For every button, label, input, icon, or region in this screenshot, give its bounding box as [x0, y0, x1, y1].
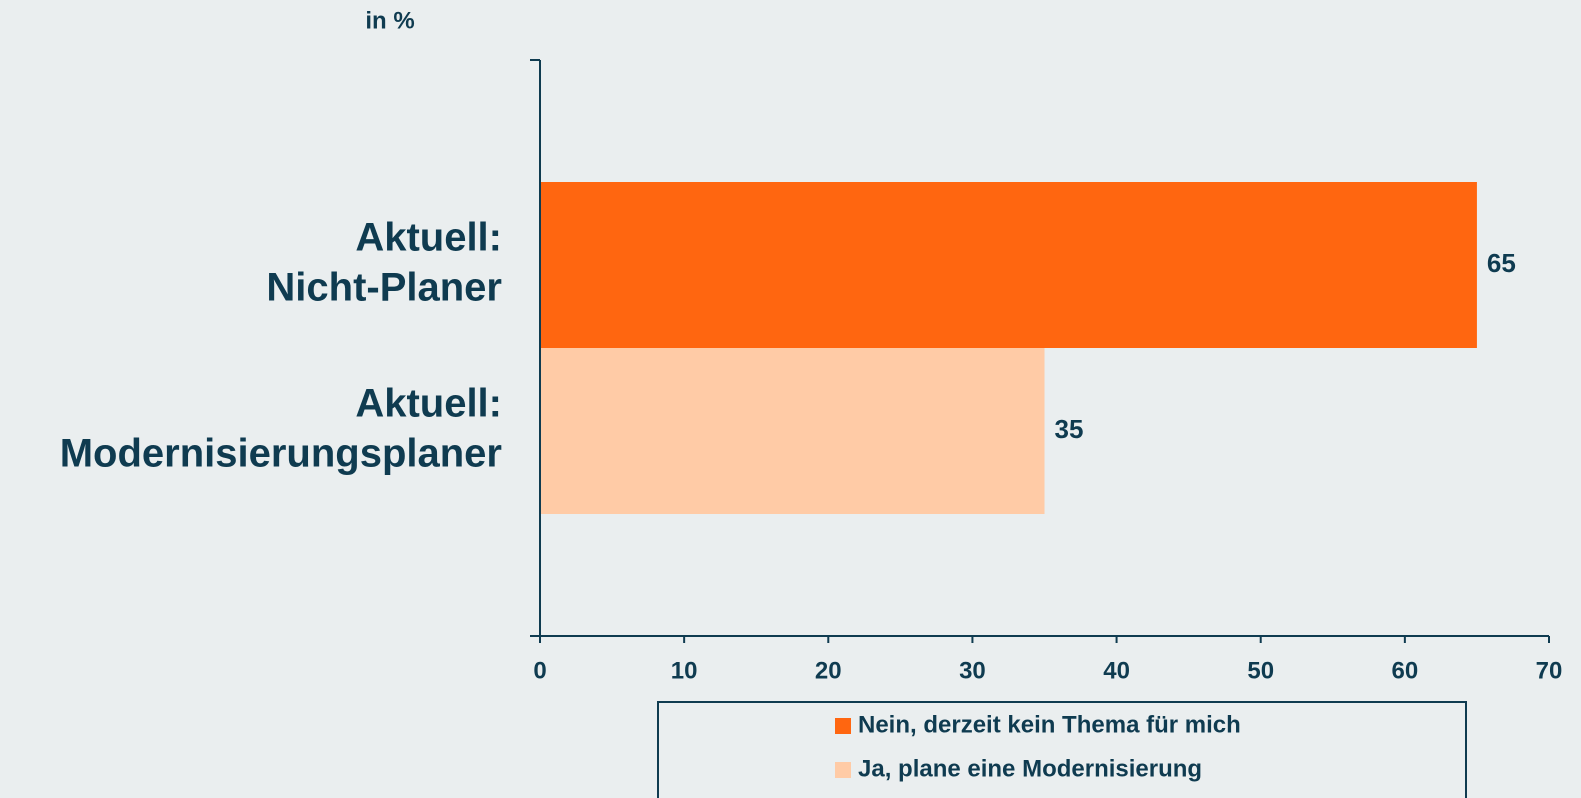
- value-label: 65: [1487, 248, 1516, 278]
- axis-unit-label: in %: [365, 7, 414, 34]
- category-label: Nicht-Planer: [266, 266, 502, 310]
- bar: [540, 182, 1477, 348]
- x-tick-label: 20: [815, 657, 842, 684]
- legend-label: Nein, derzeit kein Thema für mich: [858, 711, 1241, 738]
- legend-label: Ja, plane eine Modernisierung: [858, 755, 1202, 782]
- x-tick-label: 40: [1103, 657, 1130, 684]
- legend-swatch: [835, 762, 851, 778]
- x-tick-label: 70: [1536, 657, 1563, 684]
- bar: [540, 348, 1045, 514]
- value-label: 35: [1055, 414, 1084, 444]
- category-label: Aktuell:: [355, 216, 502, 260]
- x-tick-label: 0: [533, 657, 546, 684]
- legend-box: [657, 701, 1467, 798]
- x-tick-label: 30: [959, 657, 986, 684]
- category-label: Aktuell:: [355, 382, 502, 426]
- x-tick-label: 50: [1247, 657, 1274, 684]
- x-tick-label: 10: [671, 657, 698, 684]
- legend-swatch: [835, 718, 851, 734]
- x-tick-label: 60: [1392, 657, 1419, 684]
- category-label: Modernisierungsplaner: [60, 432, 502, 476]
